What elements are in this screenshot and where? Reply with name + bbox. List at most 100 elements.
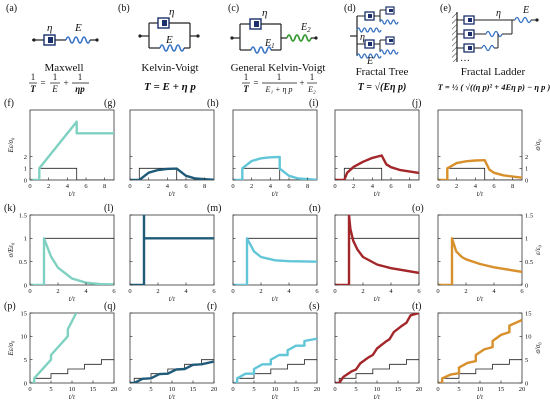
x-tick-label: 20 bbox=[416, 386, 423, 393]
x-tick-label: 20 bbox=[111, 386, 118, 393]
x-tick-label: 4 bbox=[492, 288, 496, 295]
model-name-maxwell: Maxwell bbox=[44, 62, 83, 74]
x-tick-label: 0 bbox=[436, 183, 439, 190]
series-line-general-kelvin-voigt bbox=[233, 155, 317, 180]
y-tick-label: 0 bbox=[24, 177, 27, 184]
y-tick-label: 0 bbox=[24, 380, 27, 387]
series-line-general-kelvin-voigt bbox=[233, 237, 317, 285]
svg-text:1: 1 bbox=[277, 72, 282, 82]
x-tick-label: 10 bbox=[169, 386, 176, 393]
input-step-line bbox=[438, 167, 522, 180]
svg-text:+: + bbox=[63, 78, 68, 88]
y-right-tick-label: 15 bbox=[525, 310, 532, 317]
svg-text:E2: E2 bbox=[300, 22, 311, 34]
y-axis-label: Eε/σ₀ bbox=[7, 340, 15, 356]
plot-panel-fractal-ladder-row2: (o) 0 2 4 6 t/τ 0 0.5 1 1.5 ε/ε₀ bbox=[412, 203, 542, 303]
y-right-tick-label: 0 bbox=[525, 282, 528, 289]
plot-panel-fractal-tree-row1: (i) 0 2 4 6 8 t/τ bbox=[309, 98, 420, 198]
x-tick-label: 4 bbox=[371, 183, 375, 190]
series-line-fractal-tree bbox=[335, 313, 419, 383]
series-line-kelvin-voigt bbox=[130, 360, 214, 383]
x-tick-label: 0 bbox=[231, 386, 234, 393]
x-tick-label: 15 bbox=[293, 386, 300, 393]
x-axis-label: t/τ bbox=[169, 295, 176, 303]
axes-frame bbox=[437, 214, 523, 286]
spring-icon bbox=[286, 34, 312, 42]
x-tick-label: 2 bbox=[259, 288, 262, 295]
x-tick-label: 20 bbox=[314, 386, 321, 393]
plot-panel-fractal-ladder-row3: (t) 0 5 10 15 20 t/τ 0 5 10 15 σ/σ₀ bbox=[412, 301, 542, 401]
e-symbol: E bbox=[74, 22, 82, 34]
panel-letter: (k) bbox=[4, 203, 16, 214]
plot-panel-general-kelvin-voigt-row2: (m) 0 2 4 6 t/τ bbox=[207, 203, 319, 303]
x-tick-label: 0 bbox=[333, 386, 336, 393]
x-tick-label: 6 bbox=[212, 288, 216, 295]
svg-text:+: + bbox=[299, 78, 304, 88]
x-tick-label: 6 bbox=[112, 288, 116, 295]
svg-text:ηp: ηp bbox=[75, 84, 85, 94]
axes-frame bbox=[29, 109, 115, 181]
axes-frame bbox=[334, 214, 420, 286]
schematic-row: (a) η E Maxwell 1 T = 1 E + 1 ηp bbox=[6, 3, 550, 94]
series-line-fractal-ladder bbox=[438, 237, 522, 285]
x-axis-label: t/τ bbox=[477, 393, 484, 401]
spring-icon bbox=[65, 36, 91, 44]
x-axis-label: t/τ bbox=[477, 190, 484, 198]
plot-panel-general-kelvin-voigt-row1: (h) 0 2 4 6 8 t/τ bbox=[207, 98, 318, 198]
panel-letter: (r) bbox=[207, 301, 217, 312]
maxwell-schematic: η E bbox=[32, 22, 99, 46]
equation-general-kelvin-voigt: 1 T = 1 E₁ + η p + 1 E₂ bbox=[242, 72, 317, 94]
input-step-line bbox=[438, 359, 522, 383]
input-step-line bbox=[130, 167, 214, 180]
svg-text:…: … bbox=[460, 53, 470, 64]
x-tick-label: 6 bbox=[492, 183, 496, 190]
x-tick-label: 10 bbox=[69, 386, 76, 393]
svg-text:T: T bbox=[30, 84, 36, 94]
fractal-ladder-schematic: … η E bbox=[452, 5, 539, 64]
x-tick-label: 0 bbox=[28, 183, 31, 190]
svg-text:η: η bbox=[262, 7, 267, 19]
svg-text:η: η bbox=[169, 6, 174, 18]
x-tick-label: 6 bbox=[417, 288, 421, 295]
svg-text:1: 1 bbox=[244, 72, 249, 82]
y-right-tick-label: 1.5 bbox=[525, 212, 533, 219]
y-right-axis-label: σ/σ₀ bbox=[534, 342, 542, 354]
plot-panel-fractal-tree-row3: (s) 0 5 10 15 20 t/τ bbox=[309, 301, 422, 401]
x-tick-label: 2 bbox=[361, 288, 364, 295]
x-tick-label: 2 bbox=[455, 183, 458, 190]
equation-kelvin-voigt: T = E + η p bbox=[144, 81, 196, 93]
y-right-tick-label: 1 bbox=[525, 166, 528, 173]
x-tick-label: 20 bbox=[211, 386, 218, 393]
input-step-line bbox=[335, 167, 419, 180]
svg-text:E1: E1 bbox=[264, 38, 275, 50]
x-tick-label: 15 bbox=[90, 386, 97, 393]
x-tick-label: 15 bbox=[190, 386, 197, 393]
model-name-fractal-tree: Fractal Tree bbox=[356, 66, 409, 78]
x-tick-label: 8 bbox=[408, 183, 411, 190]
x-tick-label: 10 bbox=[477, 386, 484, 393]
plot-panel-kelvin-voigt-row2: (l) 0 2 4 6 t/τ bbox=[104, 203, 216, 303]
x-axis-label: t/τ bbox=[374, 295, 381, 303]
series-line-kelvin-voigt bbox=[130, 215, 214, 285]
series-line-maxwell bbox=[30, 313, 78, 383]
svg-text:E: E bbox=[522, 5, 529, 16]
x-tick-label: 5 bbox=[457, 386, 460, 393]
plot-panel-maxwell-row2: (k) 0 2 4 6 t/τ 0 0.5 1 1.5 σ/Eε₀ bbox=[4, 203, 116, 303]
y-tick-label: 15 bbox=[21, 310, 28, 317]
model-name-fractal-ladder: Fractal Ladder bbox=[461, 66, 526, 78]
x-tick-label: 0 bbox=[128, 183, 131, 190]
x-axis-label: t/τ bbox=[272, 295, 279, 303]
panel-letter: (t) bbox=[412, 301, 421, 312]
y-tick-label: 0 bbox=[24, 282, 27, 289]
plot-panel-maxwell-row1: (f) 0 2 4 6 8 t/τ 0 1 2 Eε/σ₀ bbox=[4, 98, 115, 198]
input-step-line bbox=[233, 167, 317, 180]
svg-text:1: 1 bbox=[78, 72, 83, 82]
panel-letter: (l) bbox=[104, 203, 113, 214]
svg-text:1: 1 bbox=[31, 72, 36, 82]
x-tick-label: 0 bbox=[128, 288, 131, 295]
x-tick-label: 2 bbox=[352, 183, 355, 190]
wall-icon bbox=[452, 12, 457, 62]
x-tick-label: 4 bbox=[474, 183, 478, 190]
x-tick-label: 6 bbox=[520, 288, 524, 295]
svg-text:E₁ + η p: E₁ + η p bbox=[264, 85, 292, 94]
